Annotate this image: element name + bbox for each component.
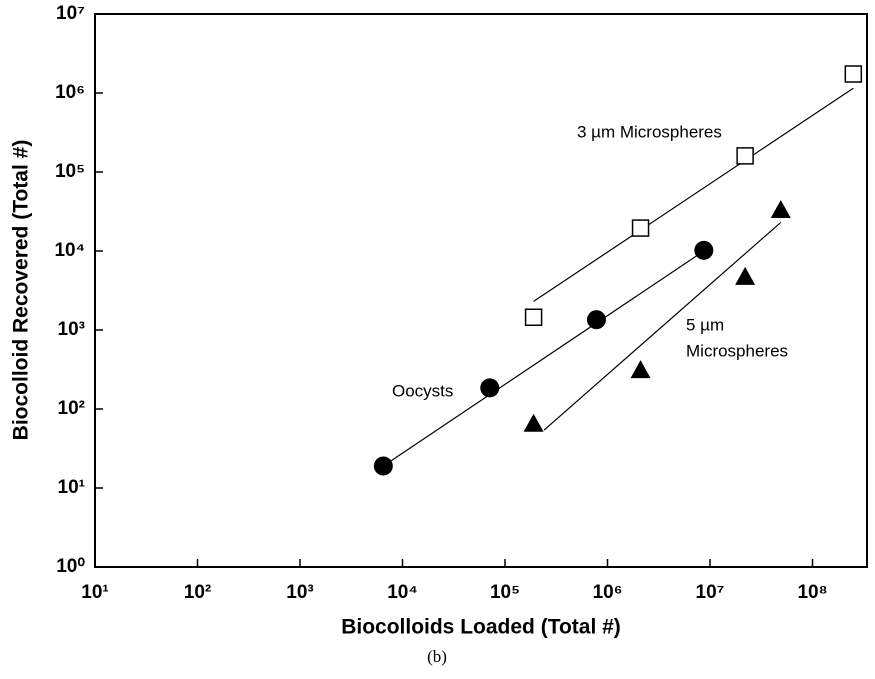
fit-line [382, 250, 705, 467]
square-marker [524, 308, 543, 327]
x-tick-label: 10¹ [81, 582, 108, 603]
y-tick-label: 10⁶ [55, 82, 85, 103]
y-tick-label: 10² [58, 398, 85, 419]
annotation: Oocysts [392, 381, 453, 400]
x-axis-title: Biocolloids Loaded (Total #) [341, 616, 621, 639]
x-tick-label: 10⁴ [387, 582, 418, 603]
plot-frame [94, 13, 868, 568]
square-marker [736, 147, 754, 165]
triangle-marker [630, 360, 651, 379]
x-tick-label: 10⁵ [490, 582, 520, 603]
triangle-marker [523, 413, 544, 432]
square-marker [844, 65, 863, 83]
square-marker [631, 219, 650, 237]
triangle-marker [735, 266, 756, 285]
circle-marker [694, 240, 714, 260]
x-tick-label: 10⁸ [797, 582, 827, 603]
fit-line [533, 87, 854, 302]
circle-marker [373, 456, 393, 476]
triangle-marker [770, 200, 791, 219]
y-tick-label: 10⁰ [56, 556, 85, 577]
annotation: Microspheres [686, 341, 788, 360]
annotation: 3 µm Microspheres [577, 122, 722, 141]
x-tick-label: 10⁶ [593, 582, 623, 603]
y-tick-label: 10⁴ [54, 240, 85, 261]
y-tick-label: 10¹ [58, 477, 85, 498]
caption: (b) [427, 647, 447, 666]
x-tick-label: 10³ [286, 582, 313, 603]
x-tick-label: 10² [184, 582, 211, 603]
y-tick-label: 10⁷ [56, 3, 85, 24]
annotation: 5 µm [686, 315, 724, 334]
circle-marker [480, 378, 500, 398]
x-tick-label: 10⁷ [696, 582, 725, 603]
fit-line [543, 221, 782, 431]
y-tick-label: 10⁵ [55, 161, 85, 182]
y-axis-title: Biocolloid Recovered (Total #) [10, 140, 33, 441]
circle-marker [586, 310, 606, 330]
y-tick-label: 10³ [58, 319, 85, 340]
